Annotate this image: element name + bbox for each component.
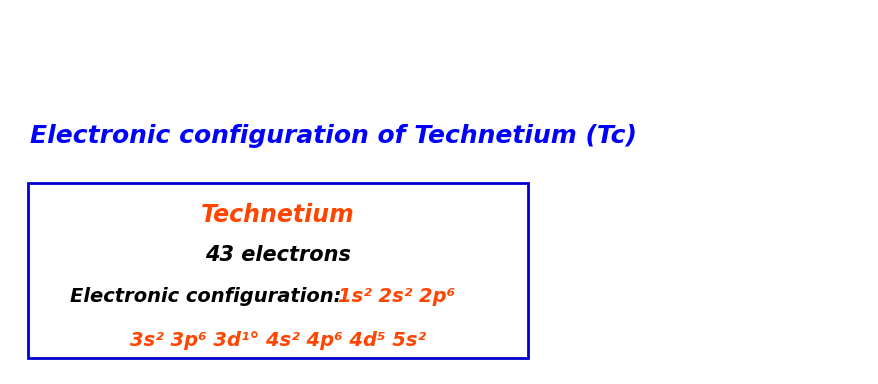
- Text: 3s² 3p⁶ 3d¹° 4s² 4p⁶ 4d⁵ 5s²: 3s² 3p⁶ 3d¹° 4s² 4p⁶ 4d⁵ 5s²: [130, 331, 426, 349]
- Text: 43 electrons: 43 electrons: [205, 245, 350, 265]
- Text: 1s² 2s² 2p⁶: 1s² 2s² 2p⁶: [338, 286, 455, 306]
- Text: Electronic configuration:: Electronic configuration:: [70, 286, 348, 306]
- Text: Technetium: Technetium: [201, 203, 355, 227]
- Text: Electronic configuration of Technetium (Tc): Electronic configuration of Technetium (…: [30, 124, 637, 148]
- Bar: [28, 183, 528, 358]
